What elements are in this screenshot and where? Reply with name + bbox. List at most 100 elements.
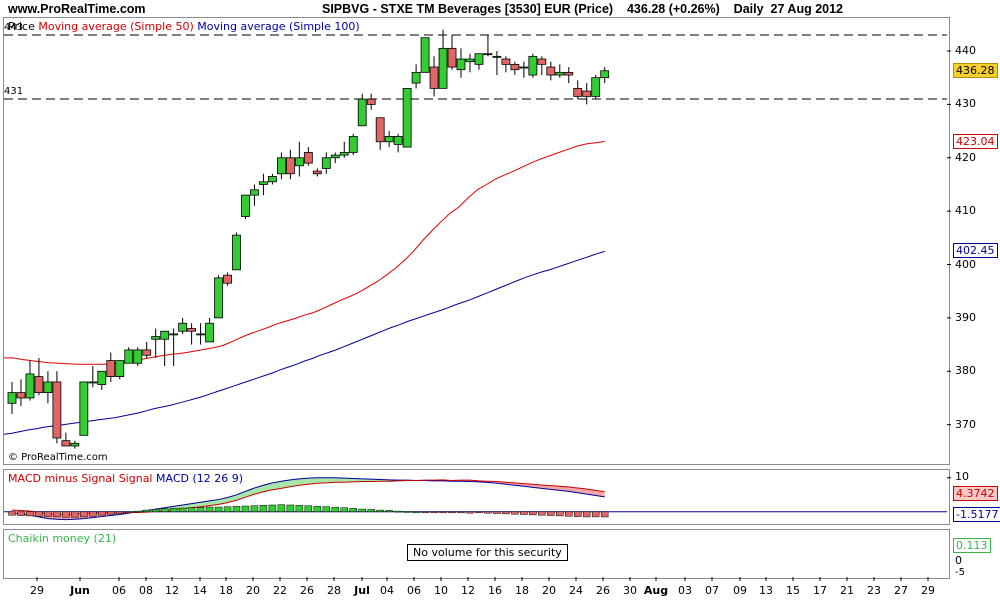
ma100-line <box>3 250 605 435</box>
macd-histogram-bar <box>421 511 429 514</box>
macd-fill-segment <box>335 477 345 483</box>
reference-line-label: 443 <box>4 22 24 33</box>
candle-body <box>276 157 286 175</box>
macd-fill-segment <box>317 477 327 484</box>
price-legend: Price Moving average (Simple 50) Moving … <box>8 20 360 33</box>
y-tick-label: 420 <box>955 150 976 164</box>
candle-body <box>510 63 520 71</box>
macd-histogram-bar <box>187 507 196 513</box>
candle-body <box>196 333 205 336</box>
legend-ma50: Moving average (Simple 50) <box>38 20 194 33</box>
candle-body <box>483 53 493 56</box>
macd-panel[interactable]: MACD minus Signal Signal MACD (12 26 9) <box>3 469 950 525</box>
macd-histogram-bar <box>340 507 349 513</box>
macd-histogram-bar <box>169 508 178 513</box>
chaikin-panel[interactable]: Chaikin money (21) No volume for this se… <box>3 529 950 579</box>
y-tick-label: 410 <box>955 204 976 218</box>
candle-body <box>528 55 538 76</box>
candle-body <box>312 170 322 175</box>
macd-fill-segment <box>586 489 596 496</box>
candle-body <box>232 234 241 271</box>
candle-body <box>447 47 457 68</box>
macd-histogram-bar <box>385 510 393 513</box>
macd-fill-segment <box>236 491 246 501</box>
macd-line <box>11 477 605 521</box>
macd-histogram-bar <box>98 511 106 516</box>
candle-body <box>160 330 170 340</box>
macd-histogram-bar <box>304 505 313 513</box>
macd-histogram-bar <box>582 511 591 518</box>
macd-histogram-bar <box>538 511 546 516</box>
macd-histogram-bar <box>547 511 555 516</box>
macd-histogram-bar <box>107 511 115 515</box>
candle-body <box>321 157 331 169</box>
ma100-last-badge: 402.45 <box>953 243 998 259</box>
candle-body <box>375 117 385 143</box>
price-panel[interactable]: Price Moving average (Simple 50) Moving … <box>3 17 950 465</box>
macd-last-badge: 4.3742 <box>953 486 998 501</box>
macd-fill-segment <box>353 478 363 482</box>
macd-histogram-bar <box>133 510 142 513</box>
y-tick-label: 370 <box>955 417 976 431</box>
x-tick-label: 12 <box>461 584 475 597</box>
y-tick-label: 380 <box>955 364 976 378</box>
macd-y-tick-label: 10 <box>955 469 969 483</box>
candle-body <box>250 189 259 196</box>
candle-body <box>366 98 376 105</box>
x-tick-label: 29 <box>30 584 44 597</box>
macd-histogram-bar <box>151 509 160 513</box>
x-tick-label: 12 <box>165 584 179 597</box>
macd-histogram-bar <box>511 511 519 515</box>
instrument-title: SIPBVG - STXE TM Beverages [3530] EUR (P… <box>322 2 614 16</box>
candle-body <box>187 328 197 332</box>
legend-macd-minus-signal: MACD minus Signal <box>8 472 116 485</box>
macd-histogram-bar <box>232 506 241 513</box>
x-month-label: Jul <box>354 584 370 597</box>
candle-body <box>70 442 80 447</box>
macd-histogram-bar <box>196 507 205 513</box>
macd-histogram-bar <box>591 511 600 518</box>
legend-macd: MACD (12 26 9) <box>156 472 244 485</box>
x-tick-label: 13 <box>759 584 773 597</box>
y-tick-label: 430 <box>955 97 976 111</box>
reference-line-label: 431 <box>4 86 24 98</box>
candle-body <box>402 87 412 148</box>
candle-body <box>205 322 214 343</box>
macd-histogram-bar <box>71 511 79 518</box>
macd-histogram-bar <box>376 509 384 513</box>
x-tick-label: 07 <box>705 584 719 597</box>
legend-price: Price <box>8 20 35 33</box>
candle-body <box>115 360 125 378</box>
candle-body <box>348 136 358 153</box>
site-name: www.ProRealTime.com <box>8 2 146 16</box>
price-last-badge: 436.28 <box>953 62 998 78</box>
macd-histogram-bar <box>268 504 277 513</box>
candle-body <box>79 381 89 436</box>
macd-fill-segment <box>577 488 587 495</box>
macd-histogram-bar <box>565 511 573 517</box>
x-tick-label: 22 <box>273 584 287 597</box>
candle-body <box>501 58 511 65</box>
candle-body <box>537 58 547 65</box>
candle-body <box>214 277 223 319</box>
hist-last-badge: -1.5177 <box>953 507 1000 522</box>
x-tick-label: 20 <box>246 584 260 597</box>
macd-histogram-bar <box>358 508 366 513</box>
x-tick-label: 26 <box>596 584 610 597</box>
candle-body <box>591 77 601 97</box>
macd-histogram-bar <box>313 506 322 513</box>
cm-y-tick-label: 0 <box>955 554 962 567</box>
macd-fill-segment <box>326 477 336 483</box>
candle-body <box>303 152 313 164</box>
macd-histogram-bar <box>160 508 169 513</box>
x-tick-label: 06 <box>407 584 421 597</box>
macd-histogram-bar <box>430 511 438 514</box>
macd-histogram-bar <box>520 511 528 515</box>
macd-histogram-bar <box>277 504 286 513</box>
candle-body <box>178 322 188 332</box>
x-tick-label: 18 <box>219 584 233 597</box>
macd-histogram-bar <box>8 511 16 516</box>
macd-histogram-bar <box>484 511 492 514</box>
candle-body <box>330 154 340 159</box>
